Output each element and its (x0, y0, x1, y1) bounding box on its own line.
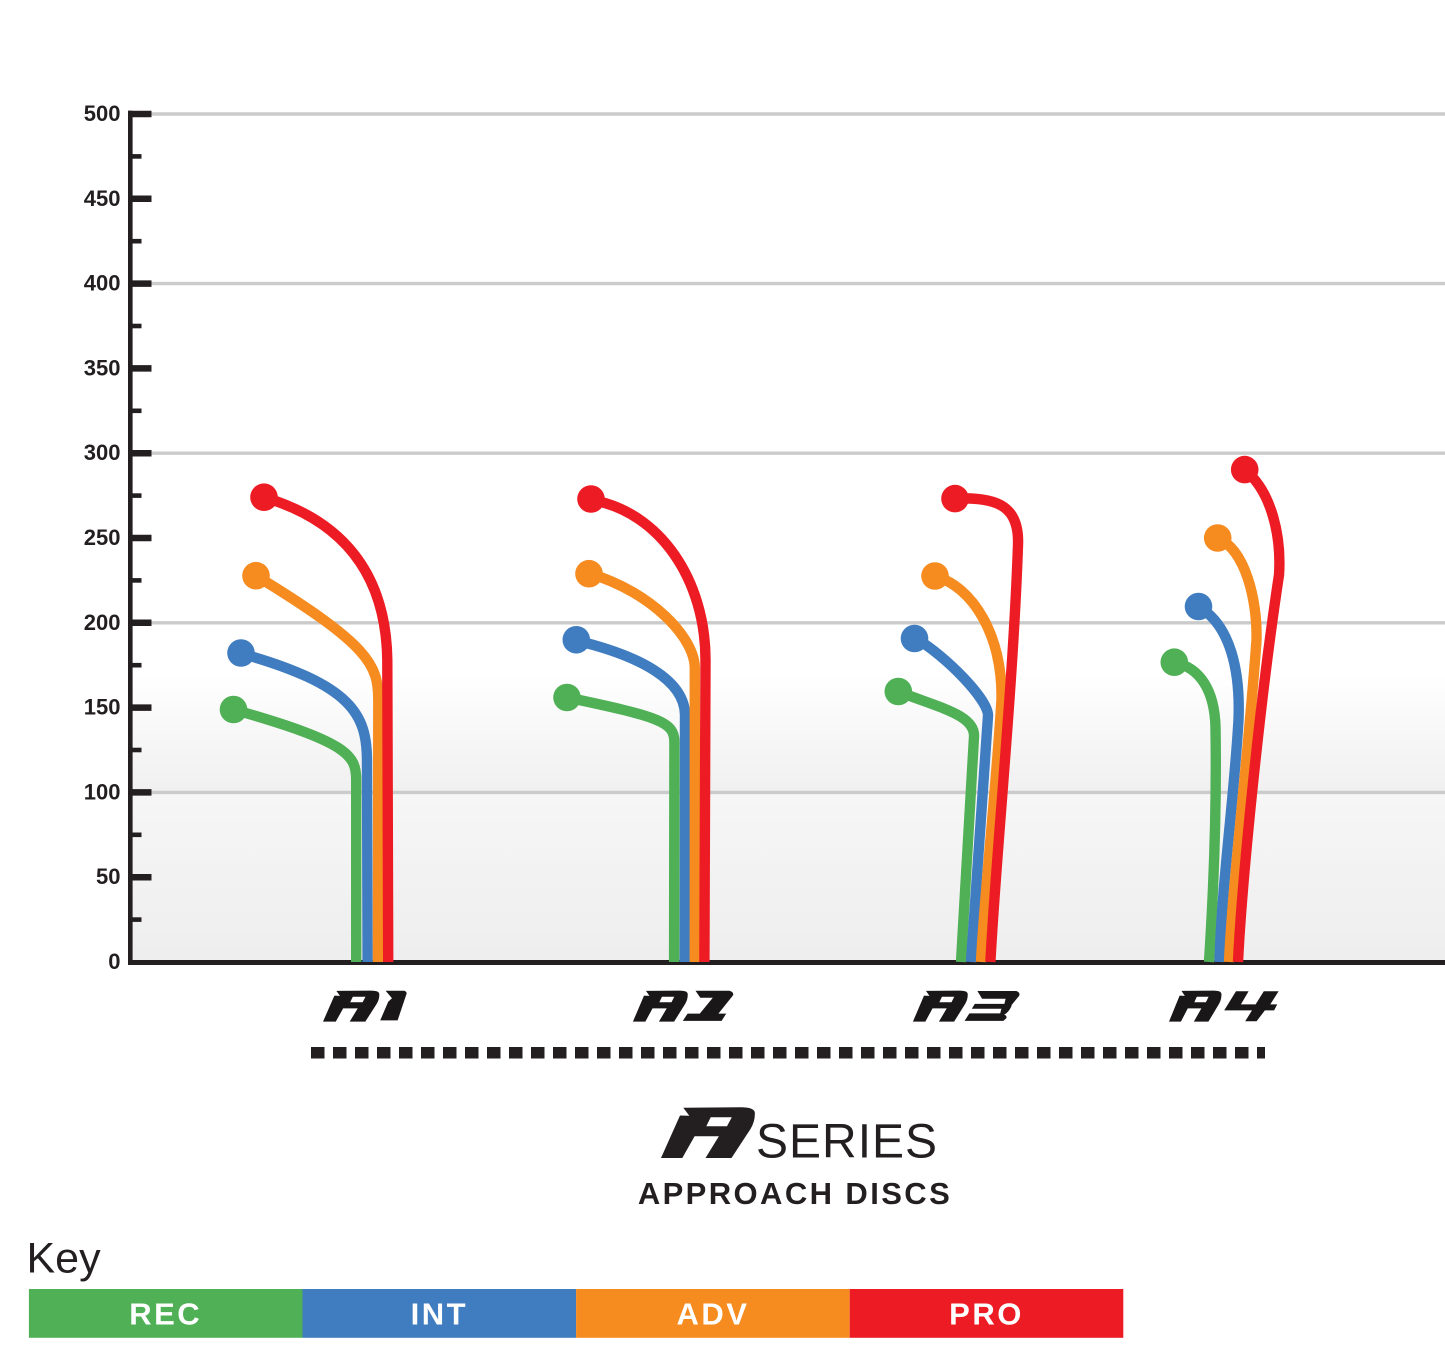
svg-text:50: 50 (96, 864, 120, 889)
svg-text:100: 100 (84, 779, 121, 804)
svg-text:ADV: ADV (677, 1297, 750, 1332)
svg-text:200: 200 (84, 610, 121, 635)
svg-text:SERIES: SERIES (756, 1116, 938, 1169)
svg-text:INT: INT (411, 1297, 468, 1332)
svg-text:PRO: PRO (949, 1297, 1024, 1332)
svg-text:400: 400 (84, 271, 121, 296)
svg-text:450: 450 (84, 186, 121, 211)
svg-text:150: 150 (84, 695, 121, 720)
svg-text:APPROACH DISCS: APPROACH DISCS (638, 1176, 952, 1211)
svg-text:Key: Key (27, 1235, 102, 1283)
svg-text:REC: REC (129, 1297, 202, 1332)
svg-text:0: 0 (108, 949, 120, 974)
svg-text:350: 350 (84, 355, 121, 380)
svg-text:250: 250 (84, 525, 121, 550)
svg-text:500: 500 (84, 101, 121, 126)
svg-text:300: 300 (84, 440, 121, 465)
